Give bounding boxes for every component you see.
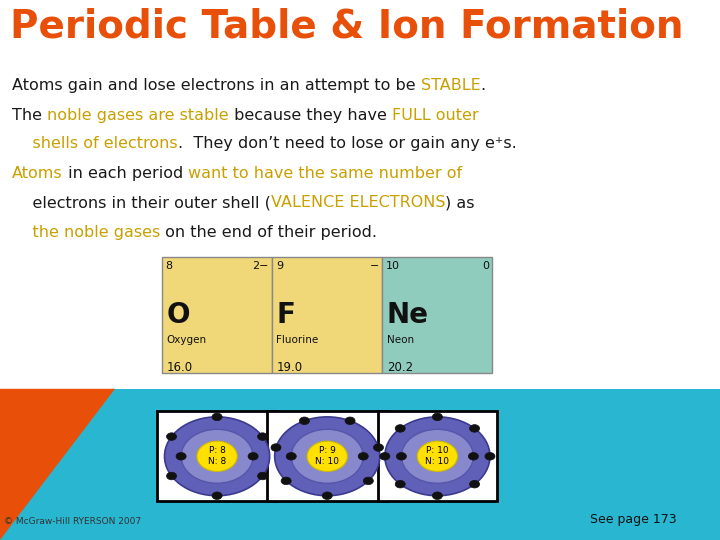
Polygon shape — [0, 389, 115, 540]
Text: because they have: because they have — [229, 108, 392, 123]
Text: on the end of their period.: on the end of their period. — [161, 225, 377, 240]
Circle shape — [275, 417, 380, 496]
Text: ) as: ) as — [446, 195, 475, 211]
Text: shells of electrons: shells of electrons — [12, 136, 178, 151]
Text: FULL outer: FULL outer — [392, 108, 478, 123]
Text: P: 9: P: 9 — [319, 447, 336, 455]
Circle shape — [385, 417, 490, 496]
Text: STABLE: STABLE — [420, 78, 480, 93]
Circle shape — [374, 444, 384, 451]
FancyBboxPatch shape — [162, 256, 272, 373]
Circle shape — [307, 441, 348, 471]
Circle shape — [248, 453, 258, 460]
Text: The: The — [12, 108, 47, 123]
Text: VALENCE ELECTRONS: VALENCE ELECTRONS — [271, 195, 446, 211]
Text: © McGraw-Hill RYERSON 2007: © McGraw-Hill RYERSON 2007 — [4, 517, 140, 526]
Text: electrons in their outer shell (: electrons in their outer shell ( — [12, 195, 271, 211]
Circle shape — [212, 492, 222, 500]
Circle shape — [396, 453, 406, 460]
Text: the noble gases: the noble gases — [12, 225, 161, 240]
Circle shape — [258, 472, 268, 480]
Text: Periodic Table & Ion Formation: Periodic Table & Ion Formation — [10, 8, 683, 46]
Circle shape — [287, 453, 297, 460]
Text: O: O — [166, 301, 190, 329]
FancyBboxPatch shape — [272, 256, 382, 373]
Circle shape — [181, 429, 253, 483]
Bar — [0, 389, 720, 540]
Text: Oxygen: Oxygen — [166, 335, 207, 346]
Circle shape — [164, 417, 269, 496]
Text: P: 10: P: 10 — [426, 447, 449, 455]
Text: want to have the same number of: want to have the same number of — [188, 166, 462, 181]
Circle shape — [364, 477, 374, 485]
Text: 10: 10 — [386, 261, 400, 271]
Text: 19.0: 19.0 — [276, 361, 302, 374]
Circle shape — [432, 492, 442, 500]
Text: Fluorine: Fluorine — [276, 335, 319, 346]
Circle shape — [469, 453, 479, 460]
Circle shape — [197, 441, 237, 471]
Text: .  They don’t need to lose or gain any e⁺s.: . They don’t need to lose or gain any e⁺… — [178, 136, 516, 151]
Text: N: 8: N: 8 — [208, 457, 226, 466]
Circle shape — [323, 492, 333, 500]
Circle shape — [418, 441, 458, 471]
FancyBboxPatch shape — [378, 411, 498, 501]
Circle shape — [395, 424, 405, 432]
Text: P: 8: P: 8 — [209, 447, 225, 455]
Text: 16.0: 16.0 — [166, 361, 192, 374]
Circle shape — [469, 424, 480, 432]
Text: See page 173: See page 173 — [590, 514, 677, 526]
Text: −: − — [369, 261, 379, 271]
Circle shape — [359, 453, 369, 460]
Text: Ne: Ne — [387, 301, 428, 329]
Circle shape — [402, 429, 474, 483]
Text: in each period: in each period — [63, 166, 188, 181]
Text: F: F — [276, 301, 295, 329]
Circle shape — [176, 453, 186, 460]
FancyBboxPatch shape — [268, 411, 387, 501]
Circle shape — [432, 413, 442, 421]
FancyBboxPatch shape — [382, 256, 492, 373]
Text: Atoms gain and lose electrons in an attempt to be: Atoms gain and lose electrons in an atte… — [12, 78, 420, 93]
Circle shape — [395, 481, 405, 488]
Circle shape — [291, 429, 364, 483]
Circle shape — [258, 433, 268, 441]
Text: .: . — [480, 78, 485, 93]
Text: Atoms: Atoms — [12, 166, 63, 181]
Text: 20.2: 20.2 — [387, 361, 413, 374]
Text: 2−: 2− — [252, 261, 269, 271]
FancyBboxPatch shape — [157, 411, 276, 501]
Text: N: 10: N: 10 — [315, 457, 339, 466]
Text: noble gases are stable: noble gases are stable — [47, 108, 229, 123]
Circle shape — [345, 417, 355, 424]
Circle shape — [300, 417, 310, 424]
Circle shape — [212, 413, 222, 421]
Circle shape — [485, 453, 495, 460]
Circle shape — [271, 444, 281, 451]
Text: 8: 8 — [166, 261, 173, 271]
Circle shape — [469, 481, 480, 488]
Circle shape — [380, 453, 390, 460]
Circle shape — [166, 433, 176, 441]
Text: 9: 9 — [276, 261, 283, 271]
Text: Neon: Neon — [387, 335, 414, 346]
Text: N: 10: N: 10 — [426, 457, 449, 466]
Text: 0: 0 — [482, 261, 489, 271]
Circle shape — [281, 477, 291, 485]
Circle shape — [166, 472, 176, 480]
